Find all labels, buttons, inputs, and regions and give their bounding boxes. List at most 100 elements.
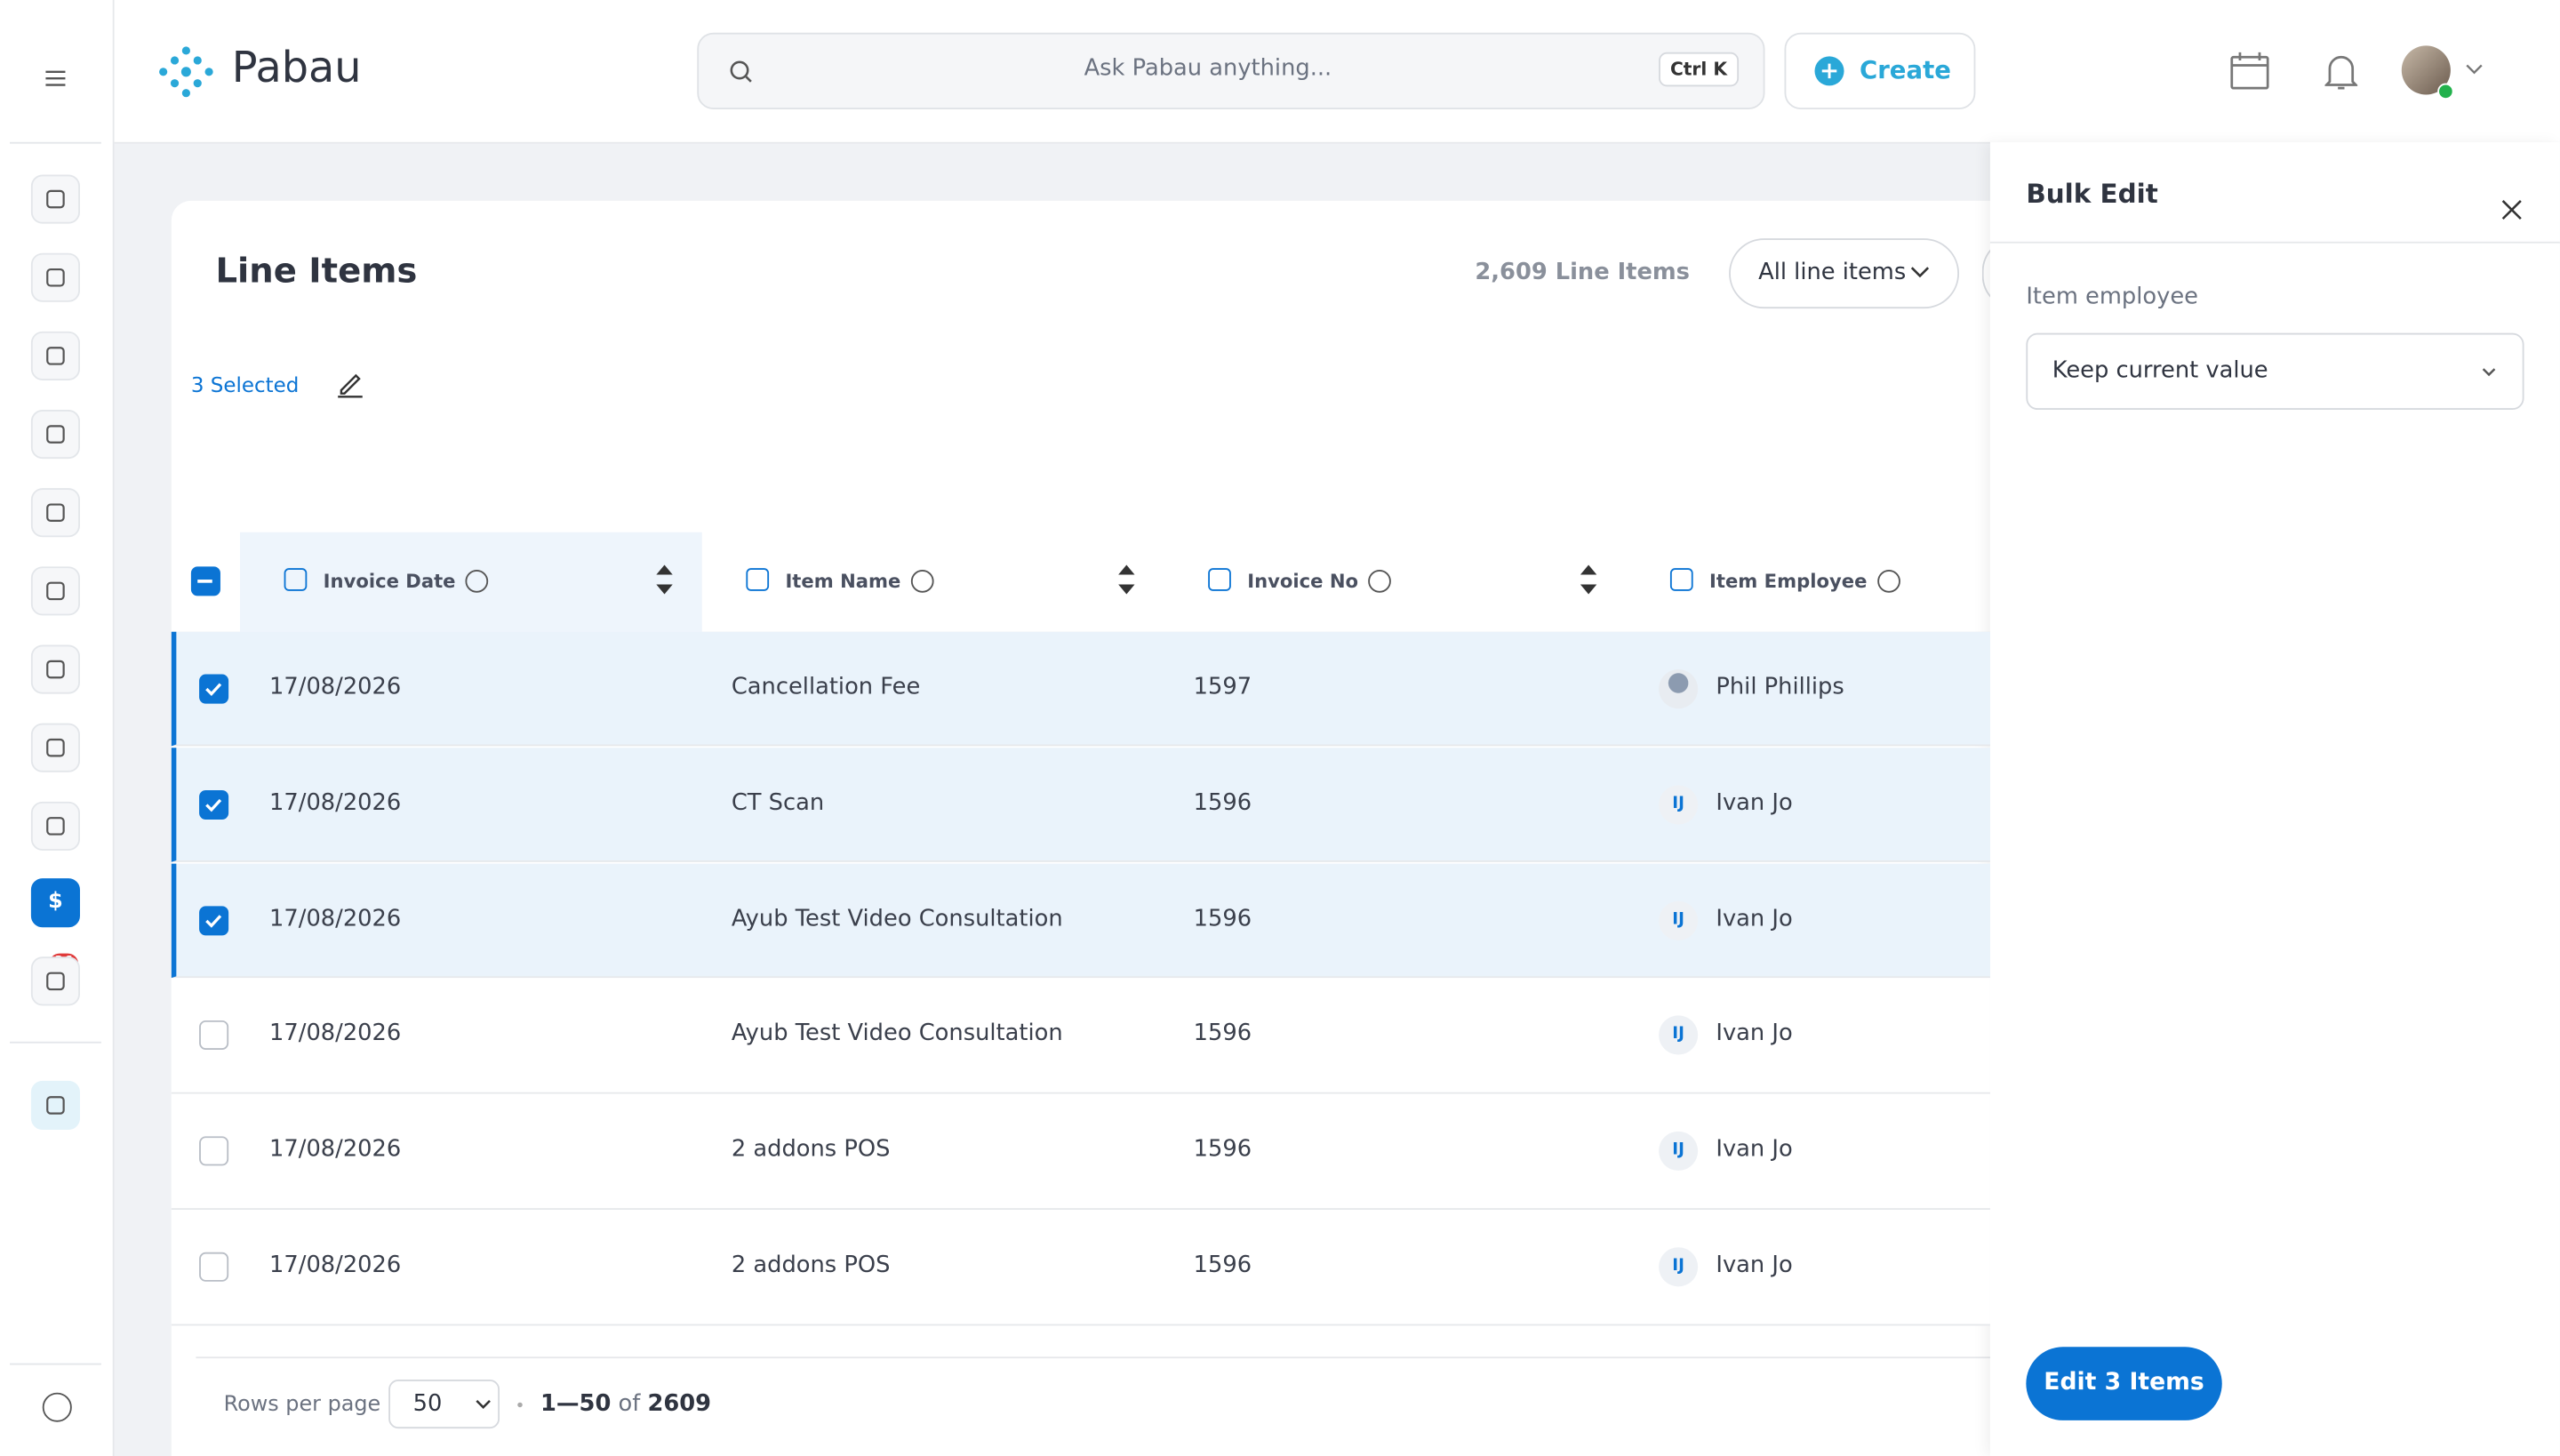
employee-name: Ivan Jo xyxy=(1716,1136,1793,1164)
search-icon xyxy=(730,60,752,83)
total: 2609 xyxy=(647,1390,712,1418)
nav-icon[interactable] xyxy=(30,1080,80,1130)
sort-icon[interactable] xyxy=(1118,564,1135,575)
filter-dropdown[interactable] xyxy=(1729,238,1960,309)
employee-name: Ivan Jo xyxy=(1716,905,1793,932)
employee-name: Phil Phillips xyxy=(1716,674,1844,700)
count: 2,609 Line Items xyxy=(1475,260,1690,286)
nav-icon[interactable] xyxy=(30,252,80,302)
search-bar[interactable] xyxy=(697,32,1765,110)
employee-initials: IJ xyxy=(1659,1132,1699,1172)
plus-icon xyxy=(1814,56,1844,86)
sort-icon[interactable] xyxy=(1580,564,1597,575)
row-checkbox[interactable] xyxy=(199,1020,229,1051)
sort-icon[interactable] xyxy=(1118,584,1135,595)
sort-icon[interactable] xyxy=(656,564,673,575)
search-placeholder: Ask Pabau anything... xyxy=(1084,55,1332,82)
employee-name: Ivan Jo xyxy=(1716,1020,1793,1048)
bulk-edit-panel xyxy=(1989,141,2560,1456)
nav-icon[interactable]: $ xyxy=(30,878,80,928)
status-dot xyxy=(2437,83,2454,100)
row-checkbox[interactable] xyxy=(199,1252,229,1282)
row-checkbox[interactable] xyxy=(199,905,229,935)
column-header: Invoice Date xyxy=(324,570,489,593)
info-icon[interactable] xyxy=(1876,570,1900,593)
invoice-date: 17/08/2026 xyxy=(269,905,402,932)
invoice-date: 17/08/2026 xyxy=(269,1252,402,1279)
shortcut: Ctrl K xyxy=(1659,52,1739,87)
rows-per-page-select[interactable] xyxy=(388,1380,500,1429)
nav-icon[interactable] xyxy=(30,801,80,851)
employee-initials: IJ xyxy=(1659,900,1699,940)
calendar-icon[interactable] xyxy=(2230,52,2269,92)
column-icon xyxy=(1669,568,1693,591)
divider xyxy=(1989,241,2560,244)
employee-name: Ivan Jo xyxy=(1716,789,1793,816)
logo-text: Pabau xyxy=(231,44,362,93)
chevron xyxy=(476,1399,491,1410)
select-all-checkbox[interactable] xyxy=(190,566,220,596)
invoice-no: 1596 xyxy=(1193,1136,1252,1164)
nav-icon[interactable] xyxy=(30,174,80,224)
item-name: Cancellation Fee xyxy=(731,674,921,700)
info-icon[interactable] xyxy=(1368,570,1391,593)
column-icon xyxy=(1208,568,1231,591)
sort-icon[interactable] xyxy=(1580,584,1597,595)
edit-items-button[interactable]: Edit 3 Items xyxy=(2026,1347,2222,1420)
field-label: Item employee xyxy=(2026,284,2199,310)
info-icon[interactable] xyxy=(465,570,489,593)
divider xyxy=(196,1356,1992,1359)
item-name: Ayub Test Video Consultation xyxy=(731,905,1063,932)
info-icon[interactable] xyxy=(910,570,934,593)
bell-icon[interactable] xyxy=(2324,52,2358,92)
invoice-no: 1596 xyxy=(1193,1020,1252,1048)
employee-select[interactable] xyxy=(2026,332,2524,411)
column-icon xyxy=(284,568,308,591)
invoice-no: 1596 xyxy=(1193,1252,1252,1279)
page-title: Line Items xyxy=(215,251,418,291)
column-icon xyxy=(746,568,770,591)
menu-icon[interactable] xyxy=(44,68,68,88)
range: 1—50 xyxy=(540,1390,612,1418)
rows-per-page-label: Rows per page xyxy=(223,1392,381,1418)
help-icon[interactable] xyxy=(42,1392,72,1422)
dot xyxy=(517,1402,523,1408)
close-icon[interactable] xyxy=(2501,199,2523,220)
edit-icon[interactable] xyxy=(336,371,364,398)
nav-icon[interactable] xyxy=(30,723,80,772)
nav-icon[interactable] xyxy=(30,488,80,538)
column-header: Item Name xyxy=(785,570,934,593)
of: of xyxy=(618,1390,641,1418)
employee-initials: IJ xyxy=(1659,1247,1699,1287)
divider xyxy=(10,1041,101,1044)
chevron xyxy=(2466,64,2483,75)
nav-icon[interactable] xyxy=(30,331,80,380)
column-header: Item Employee xyxy=(1709,570,1900,593)
nav-icon[interactable] xyxy=(30,956,80,1006)
employee-initials: IJ xyxy=(1659,1016,1699,1056)
row-checkbox[interactable] xyxy=(199,789,229,820)
row-checkbox[interactable] xyxy=(199,1136,229,1166)
item-name: 2 addons POS xyxy=(731,1252,891,1279)
item-name: 2 addons POS xyxy=(731,1136,891,1164)
nav-icon[interactable] xyxy=(30,410,80,460)
filter-label: All line items xyxy=(1758,260,1907,286)
nav-icon[interactable] xyxy=(30,566,80,616)
invoice-date: 17/08/2026 xyxy=(269,674,402,700)
divider xyxy=(10,1363,101,1365)
employee-avatar xyxy=(1659,669,1699,709)
invoice-date: 17/08/2026 xyxy=(269,1136,402,1164)
invoice-date: 17/08/2026 xyxy=(269,789,402,816)
employee-initials: IJ xyxy=(1659,785,1699,825)
select-value: Keep current value xyxy=(2052,357,2268,384)
nav-icon[interactable] xyxy=(30,644,80,694)
chevron xyxy=(1910,267,1930,278)
pagination: 1—50 of 2609 xyxy=(540,1391,711,1417)
divider xyxy=(10,141,101,144)
rows-per-page-value: 50 xyxy=(412,1390,443,1418)
row-checkbox[interactable] xyxy=(199,674,229,704)
invoice-date: 17/08/2026 xyxy=(269,1020,402,1048)
sort-icon[interactable] xyxy=(656,584,673,595)
